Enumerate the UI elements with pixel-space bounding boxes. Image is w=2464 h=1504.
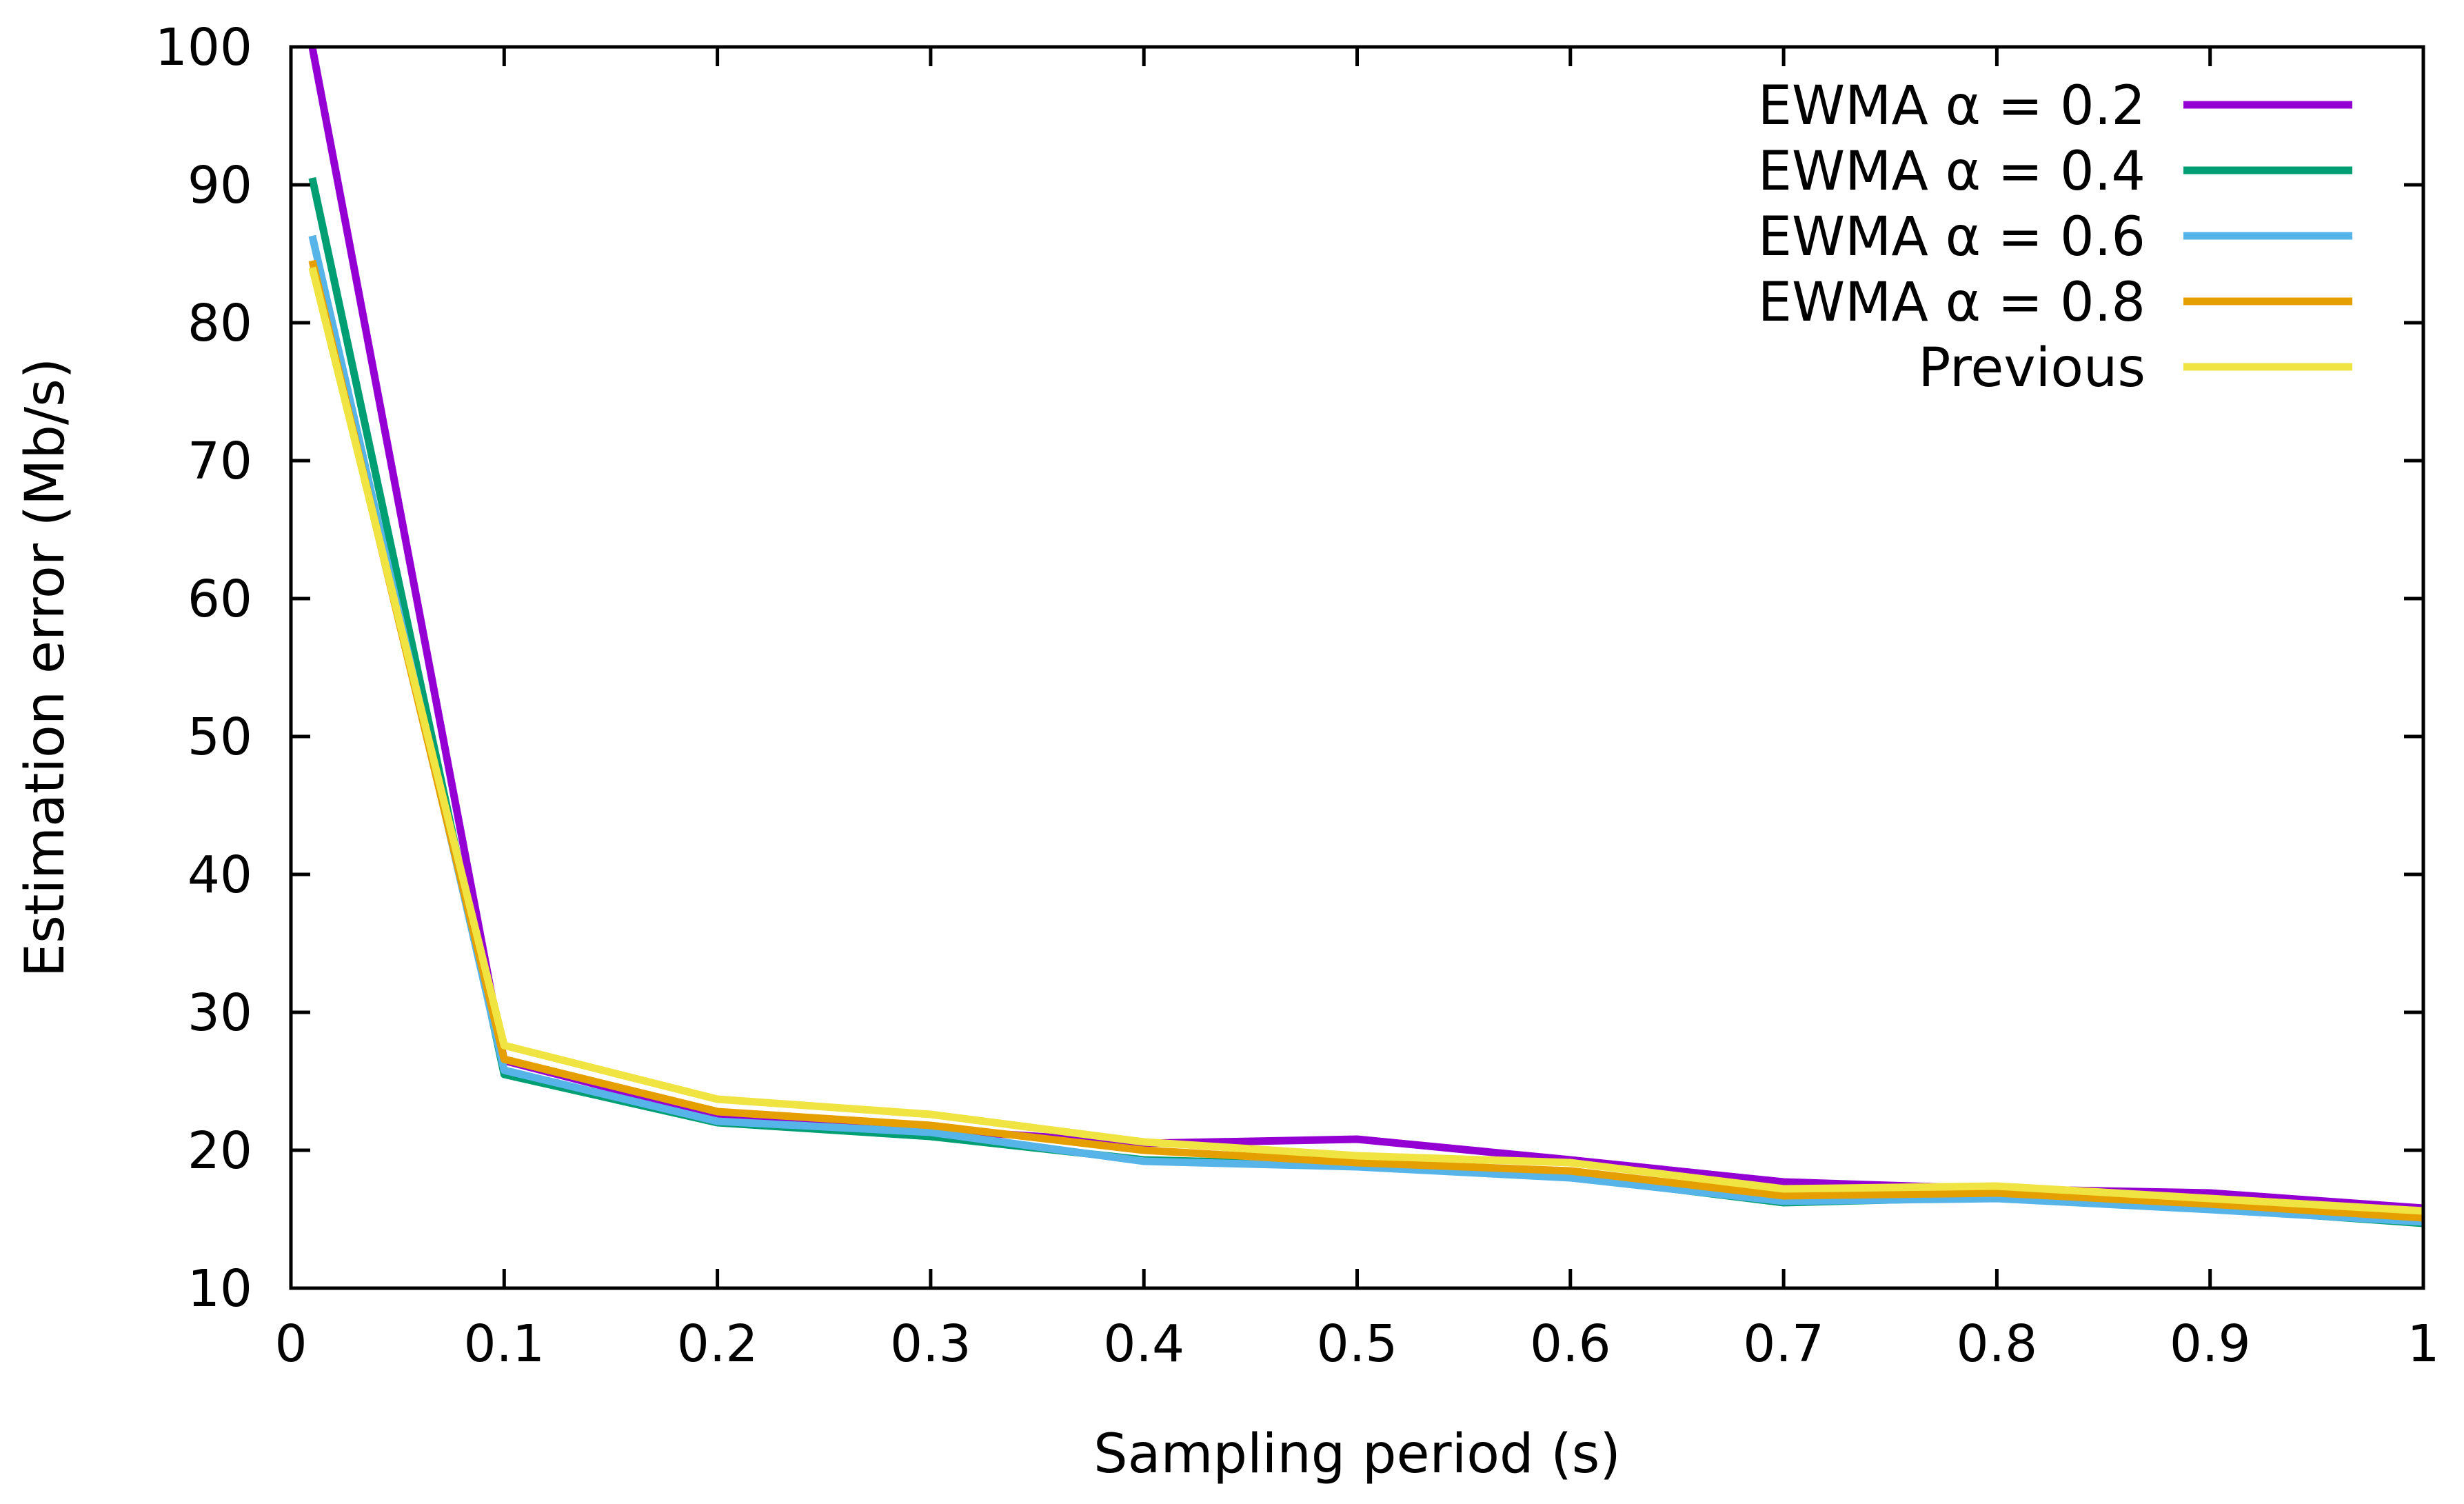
ticks-group: [289, 45, 2425, 1290]
y-tick-label: 100: [155, 18, 252, 77]
x-tick-label: 0.5: [1317, 1314, 1398, 1374]
legend-label-4: EWMA α = 0.8: [1758, 272, 2145, 334]
y-tick-label: 60: [188, 570, 252, 629]
y-tick-label: 90: [188, 156, 252, 215]
y-tick-labels: 10 20 30 40 50 60 70 80 90 100: [155, 18, 252, 1318]
y-tick-label: 50: [188, 708, 252, 767]
legend-label-1: EWMA α = 0.2: [1758, 75, 2145, 137]
x-tick-label: 1: [2407, 1314, 2439, 1374]
x-tick-label: 0.9: [2170, 1314, 2251, 1374]
x-tick-label: 0.1: [463, 1314, 545, 1374]
series-line-4: [308, 259, 2424, 1222]
legend-label-5: Previous: [1918, 337, 2145, 399]
x-tick-label: 0.7: [1743, 1314, 1824, 1374]
x-tick-label: 0.6: [1530, 1314, 1611, 1374]
y-tick-label: 30: [188, 983, 252, 1043]
legend-label-2: EWMA α = 0.4: [1758, 141, 2145, 203]
y-tick-label: 20: [188, 1121, 252, 1181]
x-tick-label: 0.2: [677, 1314, 758, 1374]
x-tick-label: 0.8: [1957, 1314, 2038, 1374]
x-tick-labels: 0 0.1 0.2 0.3 0.4 0.5 0.6 0.7 0.8 0.9 1: [274, 1314, 2439, 1374]
x-axis-label: Sampling period (s): [1093, 1423, 1621, 1485]
x-tick-label: 0: [274, 1314, 307, 1374]
x-tick-label: 0.4: [1103, 1314, 1184, 1374]
y-tick-label: 40: [188, 845, 252, 905]
series-line-5: [308, 266, 2424, 1215]
y-tick-label: 70: [188, 432, 252, 491]
y-tick-label: 80: [188, 294, 252, 353]
y-tick-label: 10: [188, 1259, 252, 1318]
legend-label-3: EWMA α = 0.6: [1758, 206, 2145, 268]
series-line-3: [308, 234, 2424, 1226]
x-tick-label: 0.3: [890, 1314, 971, 1374]
series-group: [308, 46, 2424, 1227]
plot-frame: [289, 45, 2425, 1290]
y-axis-label: Estimation error (Mb/s): [14, 358, 77, 977]
